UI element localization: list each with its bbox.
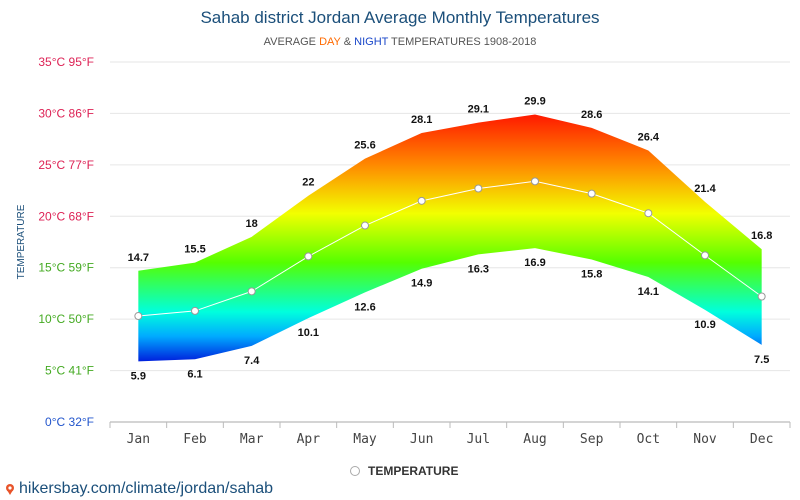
legend-label: TEMPERATURE bbox=[368, 464, 459, 478]
day-value-label: 28.6 bbox=[581, 109, 602, 121]
y-tick-label: 5°C 41°F bbox=[45, 364, 94, 378]
day-value-label: 25.6 bbox=[354, 140, 375, 152]
y-tick-label: 0°C 32°F bbox=[45, 415, 94, 429]
average-temperature-series bbox=[134, 177, 766, 321]
average-point[interactable] bbox=[191, 306, 199, 315]
x-axis-ticks: Jan Feb Mar Apr May Jun Jul Aug Sep Oct Nov Dec bbox=[127, 432, 774, 447]
map-pin-icon bbox=[6, 484, 14, 495]
x-tick-label: Dec bbox=[750, 432, 773, 447]
subtitle-amp: & bbox=[343, 36, 352, 48]
legend-marker-icon bbox=[350, 466, 360, 476]
y-tick-label: 30°C 86°F bbox=[38, 106, 94, 120]
day-value-label: 14.7 bbox=[128, 252, 149, 264]
x-tick-label: Aug bbox=[523, 432, 546, 447]
subtitle-day: DAY bbox=[319, 36, 341, 48]
average-point[interactable] bbox=[644, 209, 653, 218]
x-tick-label: May bbox=[353, 432, 377, 447]
night-value-label: 5.9 bbox=[131, 370, 146, 382]
y-tick-label: 25°C 77°F bbox=[38, 158, 94, 172]
y-tick-label: 10°C 50°F bbox=[38, 312, 94, 326]
average-point[interactable] bbox=[304, 252, 313, 261]
day-value-label: 16.8 bbox=[751, 230, 772, 242]
day-value-label: 26.4 bbox=[638, 131, 660, 143]
night-value-label: 15.8 bbox=[581, 268, 602, 280]
night-value-label: 7.4 bbox=[244, 355, 260, 367]
chart-title: Sahab district Jordan Average Monthly Te… bbox=[200, 8, 600, 27]
x-tick-label: Oct bbox=[637, 432, 660, 447]
x-tick-label: Nov bbox=[693, 432, 717, 447]
average-point[interactable] bbox=[361, 221, 369, 230]
day-value-label: 29.1 bbox=[468, 104, 489, 116]
night-value-label: 6.1 bbox=[187, 368, 202, 380]
chart-subtitle: AVERAGE DAY & NIGHT TEMPERATURES 1908-20… bbox=[0, 36, 800, 48]
night-value-label: 10.1 bbox=[298, 327, 319, 339]
subtitle-prefix: AVERAGE bbox=[263, 36, 317, 48]
day-value-label: 22 bbox=[302, 177, 314, 189]
source-url: hikersbay.com/climate/jordan/sahab bbox=[19, 480, 274, 497]
average-line bbox=[138, 180, 762, 317]
x-tick-label: Jul bbox=[467, 432, 490, 447]
source-link[interactable]: hikersbay.com/climate/jordan/sahab bbox=[4, 480, 273, 498]
x-tick-label: Sep bbox=[580, 432, 604, 447]
x-tick-label: Feb bbox=[183, 432, 207, 447]
night-value-label: 14.9 bbox=[411, 278, 432, 290]
night-value-label: 10.9 bbox=[694, 319, 715, 331]
y-axis-ticks: 0°C 32°F 5°C 41°F 10°C 50°F 15°C 59°F 20°C 6… bbox=[38, 55, 94, 429]
night-value-label: 7.5 bbox=[754, 354, 769, 366]
y-tick-label: 20°C 68°F bbox=[38, 209, 94, 223]
average-point[interactable] bbox=[531, 177, 539, 186]
x-tick-label: Mar bbox=[240, 432, 264, 447]
day-value-label: 15.5 bbox=[184, 244, 205, 256]
y-tick-label: 35°C 95°F bbox=[38, 55, 94, 69]
temperature-range-area bbox=[138, 114, 762, 362]
average-point[interactable] bbox=[587, 189, 596, 198]
night-value-label: 16.3 bbox=[468, 263, 489, 275]
average-point[interactable] bbox=[417, 196, 426, 205]
day-value-label: 28.1 bbox=[411, 114, 432, 126]
day-value-label: 29.9 bbox=[524, 95, 545, 107]
average-point[interactable] bbox=[757, 292, 766, 301]
data-labels: 14.7 15.5 18 22 25.6 28.1 29.1 29.9 28.6 26.4 21.4… bbox=[128, 95, 773, 382]
x-tick-label: Apr bbox=[297, 432, 321, 447]
average-point[interactable] bbox=[247, 287, 256, 296]
subtitle-suffix: TEMPERATURES 1908-2018 bbox=[391, 36, 537, 48]
average-point[interactable] bbox=[474, 184, 483, 193]
night-value-label: 12.6 bbox=[354, 301, 375, 313]
x-tick-label: Jan bbox=[127, 432, 150, 447]
y-tick-label: 15°C 59°F bbox=[38, 261, 94, 275]
night-value-label: 16.9 bbox=[524, 257, 545, 269]
day-value-label: 21.4 bbox=[694, 183, 716, 195]
y-axis-label: TEMPERATURE bbox=[16, 204, 27, 279]
average-point[interactable] bbox=[134, 312, 143, 321]
x-tick-label: Jun bbox=[410, 432, 433, 447]
day-value-label: 18 bbox=[246, 218, 258, 230]
subtitle-night: NIGHT bbox=[354, 36, 389, 48]
average-point[interactable] bbox=[701, 251, 709, 260]
night-value-label: 14.1 bbox=[638, 286, 659, 298]
day-night-range bbox=[138, 114, 762, 362]
legend[interactable]: TEMPERATURE bbox=[350, 464, 458, 478]
